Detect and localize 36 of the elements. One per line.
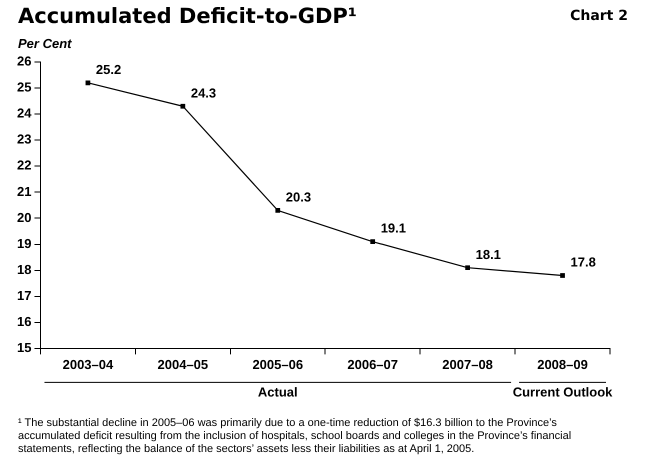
x-tick-label: 2005–06 xyxy=(252,356,304,372)
y-tick-label: 18 xyxy=(16,262,32,277)
y-tick-label: 21 xyxy=(16,184,32,199)
x-tick-label: 2006–07 xyxy=(347,356,398,372)
x-tick-label: 2003–04 xyxy=(62,356,114,372)
data-label: 17.8 xyxy=(570,254,596,270)
data-label: 19.1 xyxy=(380,220,406,236)
caption: Chart 2 xyxy=(570,8,628,24)
y-axis-title: Per Cent xyxy=(18,36,72,51)
x-tick-label: 2008–09 xyxy=(537,356,588,372)
x-tick-label: 2004–05 xyxy=(158,356,208,372)
y-tick-label: 24 xyxy=(16,106,32,121)
data-label: 18.1 xyxy=(476,246,501,262)
text: Actual xyxy=(258,384,298,400)
y-tick-label: 26 xyxy=(16,54,32,69)
y-tick-label: 15 xyxy=(16,340,32,355)
data-label: 24.3 xyxy=(190,85,216,100)
y-tick-label: 25 xyxy=(16,80,32,95)
y-tick-label: 20 xyxy=(16,210,32,225)
point xyxy=(560,273,565,278)
y-tick-label: 16 xyxy=(16,314,32,329)
text: Current Outlook xyxy=(512,384,614,400)
chart-title: Accumulated Deficit-to-GDP¹ xyxy=(18,4,358,28)
point xyxy=(86,80,90,86)
y-tick-label: 19 xyxy=(16,236,32,251)
data-label: 25.2 xyxy=(96,62,122,77)
point xyxy=(370,239,376,244)
point xyxy=(180,104,186,109)
point xyxy=(275,208,280,213)
y-tick-label: 23 xyxy=(16,132,32,147)
data-label: 20.3 xyxy=(286,189,312,204)
y-tick-label: 22 xyxy=(16,158,32,173)
y-tick-label: 17 xyxy=(16,288,32,303)
x-tick-label: 2007–08 xyxy=(442,356,493,372)
text: ¹ The substantial decline in 2005–06 was primarily due to a one-time reduction of $16.3 billion to the Province’s accumulated deficit resulting from the inclusion of hospitals, school boards and colleges in the Province’s financial statements, reflecting the balance of the sectors’ assets less their liabilities as at April 1, 2005. xyxy=(18,417,572,456)
point xyxy=(465,265,470,270)
